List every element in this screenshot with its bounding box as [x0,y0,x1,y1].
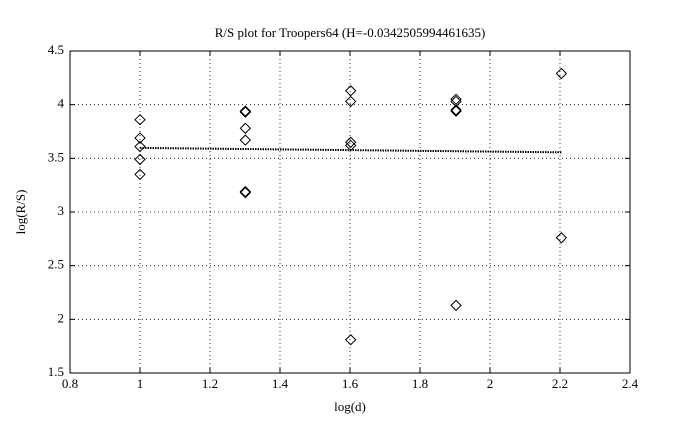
point [450,299,462,312]
point [239,105,252,117]
point [239,122,252,134]
point [239,186,252,199]
point [134,132,146,144]
point [450,105,462,117]
point [344,85,357,97]
x-tick-label: 2.2 [552,376,568,391]
point [239,106,252,118]
x-tick-label: 0.8 [62,376,78,391]
y-axis-label: log(R/S) [13,190,28,235]
y-tick-label: 3.5 [48,149,64,164]
chart-title: R/S plot for Troopers64 (H=-0.0342505994… [215,25,486,40]
point [239,134,252,146]
plot-frame [69,50,631,374]
point [450,104,462,116]
point [344,334,357,346]
y-tick-label: 1.5 [48,364,64,379]
y-tick-label: 2.5 [48,257,64,272]
x-tick-label: 1 [137,376,144,391]
x-tick-label: 1.2 [202,376,218,391]
x-tick-label: 1.8 [412,376,428,391]
x-tick-label: 1.6 [342,376,359,391]
x-tick-label: 2 [487,376,494,391]
fit-line [139,146,562,154]
point [344,136,357,148]
x-tick-label: 2.4 [622,376,639,391]
y-tick-label: 2 [58,310,65,325]
x-tick-label: 1.4 [272,376,289,391]
point [239,185,252,198]
point [555,232,568,244]
point [134,113,146,126]
point [134,153,146,166]
point [344,95,357,108]
y-tick-label: 3 [58,203,65,218]
point [555,67,568,80]
point [450,93,462,106]
y-tick-label: 4 [58,96,65,111]
point [134,140,146,153]
y-tick-label: 4.5 [48,42,64,57]
x-axis-label: log(d) [334,399,366,414]
point [134,168,146,181]
